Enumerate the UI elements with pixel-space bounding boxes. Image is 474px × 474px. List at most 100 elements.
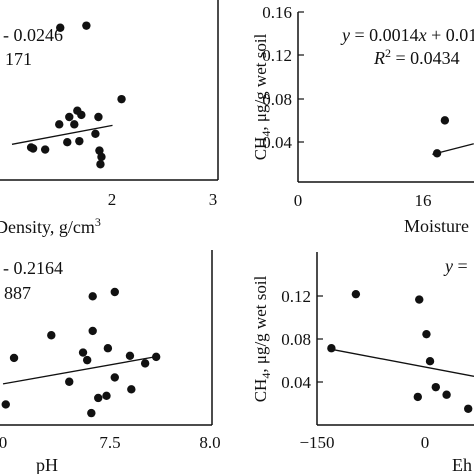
ph-data-point	[82, 355, 92, 365]
panel-density: - 0.0246 171 2 3 Density, g/cm3	[0, 0, 219, 237]
moisture-y-tick-label: 0.12	[262, 46, 292, 65]
eh-y-label-sub: 4	[259, 373, 273, 379]
moisture-ann-y: y	[340, 25, 350, 45]
ph-x-tick-label: 8.0	[199, 433, 220, 452]
ph-data-point	[94, 393, 103, 403]
density-data-point	[70, 120, 79, 129]
eh-y-tick-label: 0.04	[281, 373, 311, 392]
eh-data-point	[422, 329, 431, 339]
eh-trend-line	[331, 348, 474, 377]
panel-ph: - 0.2164 887 0 7.5 8.0 pH	[0, 250, 221, 474]
density-data-point	[94, 112, 103, 122]
ph-data-point	[9, 353, 19, 363]
density-data-point	[117, 94, 126, 104]
density-data-point	[91, 129, 100, 138]
panel-moisture: 0.16 0.12 0.08 0.04 CH4, μg/g wet soil y…	[251, 3, 474, 236]
moisture-ann-mid: = 0.0014	[350, 25, 419, 45]
ph-data-point	[78, 348, 88, 357]
ph-data-point	[103, 344, 113, 353]
density-x-label-sup: 3	[95, 215, 101, 229]
density-x-tick-3: 3	[209, 190, 218, 209]
ph-data-point	[1, 400, 10, 409]
ph-data-point	[102, 391, 111, 401]
moisture-x-tick-16: 16	[415, 191, 432, 210]
density-points	[11, 21, 126, 169]
moisture-y-tick-label: 0.16	[262, 3, 292, 22]
density-data-point	[95, 146, 104, 155]
density-data-point	[56, 23, 65, 32]
ph-x-tick-label: 0	[0, 433, 7, 452]
moisture-data-point	[440, 116, 450, 125]
eh-y-tick-label: 0.12	[281, 287, 311, 306]
eh-ann-mid: =	[453, 256, 468, 276]
eh-y-label-ch: CH	[251, 379, 270, 403]
eh-data-point	[442, 390, 451, 399]
ph-data-point	[47, 331, 56, 340]
ph-x-tick-label: 7.5	[99, 433, 120, 452]
density-data-point	[65, 112, 74, 122]
moisture-ann-end: + 0.01	[427, 25, 474, 45]
density-x-label-text: Density, g/cm	[0, 217, 95, 237]
eh-data-point	[327, 344, 336, 353]
ph-trend-line	[2, 356, 155, 385]
density-annotation-line2: 171	[5, 49, 32, 69]
density-data-point	[82, 21, 91, 30]
eh-y-tick-label: 0.08	[281, 330, 311, 349]
moisture-ann-r: R	[373, 48, 385, 68]
eh-annotation: y =	[443, 256, 468, 276]
moisture-y-ticks	[298, 11, 304, 143]
eh-data-point	[431, 382, 440, 392]
moisture-annotation-line1: y = 0.0014x + 0.01	[340, 25, 474, 45]
density-x-label: Density, g/cm3	[0, 215, 101, 237]
eh-data-point	[425, 357, 435, 366]
eh-data-point	[415, 295, 424, 304]
ph-data-point	[88, 326, 97, 336]
moisture-y-tick-label: 0.08	[262, 90, 292, 109]
eh-data-point	[413, 392, 422, 402]
ph-data-point	[110, 373, 119, 382]
ph-data-point	[125, 351, 135, 360]
density-data-point	[28, 144, 38, 153]
ph-data-point	[140, 359, 150, 368]
density-annotation-line1: - 0.0246	[3, 25, 63, 45]
eh-data-point	[351, 289, 361, 299]
eh-x-tick-label: −150	[299, 433, 334, 452]
moisture-y-label-sub: 4	[259, 131, 273, 137]
ph-data-point	[88, 292, 97, 301]
eh-y-ticks	[317, 295, 323, 383]
moisture-x-tick-0: 0	[294, 191, 303, 210]
ph-data-point	[151, 352, 161, 362]
density-data-point	[63, 138, 72, 147]
density-data-point	[75, 136, 84, 146]
moisture-y-tick-label: 0.04	[262, 133, 292, 152]
density-trend-line	[11, 124, 113, 145]
ph-x-label: pH	[36, 455, 58, 474]
eh-data-point	[464, 404, 473, 413]
density-data-point	[96, 160, 105, 169]
moisture-ann-x: x	[418, 25, 427, 45]
moisture-y-label-ch: CH	[251, 137, 270, 161]
ph-data-point	[65, 377, 74, 386]
ph-points	[1, 287, 161, 418]
moisture-annotation-line2: R2 = 0.0434	[373, 46, 460, 68]
moisture-data-point	[432, 149, 442, 158]
eh-ann-y: y	[443, 256, 453, 276]
eh-x-label: Eh	[452, 455, 472, 474]
moisture-ann-r-end: = 0.0434	[391, 48, 460, 68]
moisture-x-label: Moisture	[404, 216, 469, 236]
eh-y-label: CH4, μg/g wet soil	[251, 275, 273, 402]
eh-x-tick-label: 0	[421, 433, 430, 452]
ph-data-point	[127, 385, 136, 394]
density-data-point	[40, 145, 50, 154]
eh-y-label-rest: , μg/g wet soil	[251, 275, 270, 372]
ph-annotation-line2: 887	[4, 283, 31, 303]
density-x-tick-2: 2	[108, 190, 117, 209]
ph-data-point	[87, 408, 96, 418]
ph-data-point	[110, 287, 119, 297]
density-data-point	[77, 110, 86, 120]
density-data-point	[97, 152, 106, 162]
panel-eh: 0.12 0.08 0.04 CH4, μg/g wet soil y = −1…	[251, 252, 474, 474]
moisture-ann-sup: 2	[385, 46, 391, 60]
density-data-point	[55, 120, 64, 129]
